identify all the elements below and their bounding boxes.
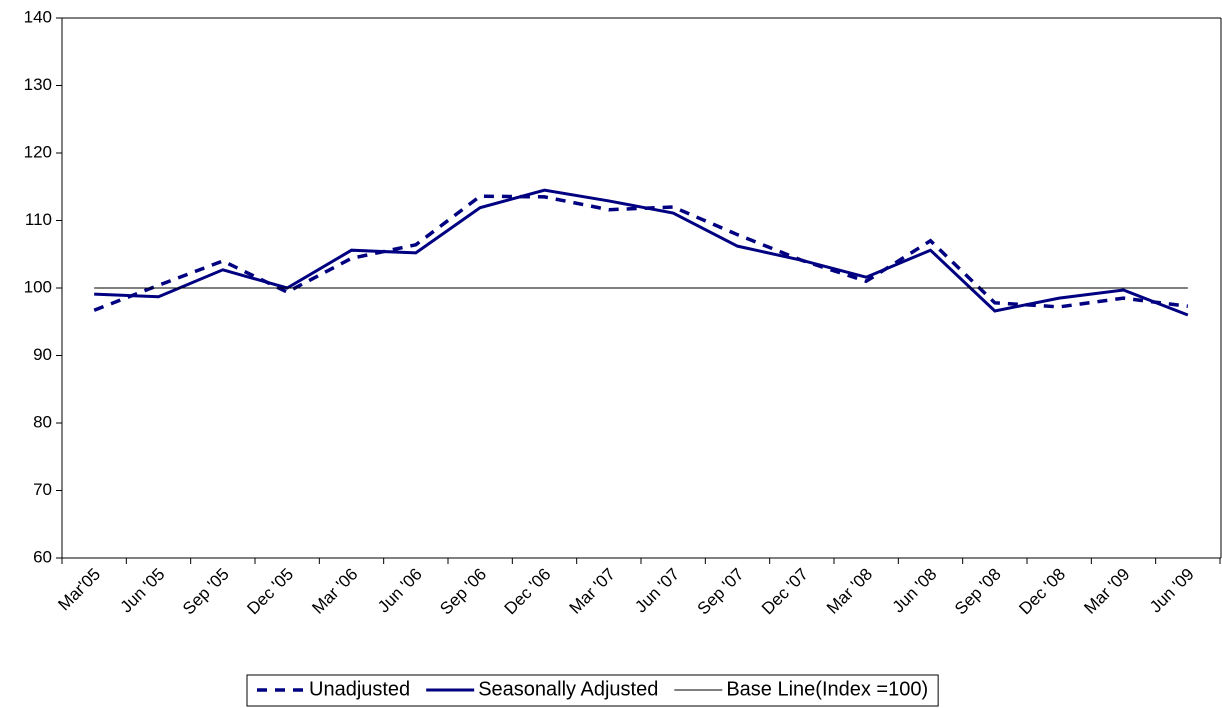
- legend: Unadjusted Seasonally Adjusted Base Line(I…: [246, 674, 939, 707]
- y-tick-label: 110: [25, 210, 52, 229]
- x-tick-label: Sep '08: [951, 565, 1005, 619]
- x-tick-label: Jun '09: [1146, 565, 1198, 617]
- x-tick-label: Dec '06: [501, 565, 555, 619]
- y-tick-label: 60: [33, 547, 52, 566]
- legend-label: Unadjusted: [309, 678, 410, 700]
- y-tick-label: 130: [24, 75, 52, 94]
- x-tick-label: Sep '05: [179, 565, 233, 619]
- y-tick-label: 120: [24, 142, 52, 161]
- x-tick-label: Mar '07: [566, 565, 619, 618]
- x-tick-label: Mar'05: [54, 565, 104, 615]
- x-tick-label: Dec '07: [758, 565, 812, 619]
- x-tick-label: Jun '06: [374, 565, 426, 617]
- x-tick-label: Dec '05: [243, 565, 297, 619]
- legend-box: [246, 674, 939, 707]
- y-tick-label: 100: [24, 277, 52, 296]
- x-tick-label: Jun '05: [117, 565, 169, 617]
- legend-label: Seasonally Adjusted: [478, 678, 658, 700]
- y-tick-label: 140: [24, 7, 52, 26]
- x-tick-label: Mar '09: [1080, 565, 1133, 618]
- y-tick-label: 90: [33, 345, 52, 364]
- x-tick-label: Mar '08: [823, 565, 876, 618]
- y-tick-label: 70: [33, 480, 52, 499]
- x-tick-label: Jun '07: [631, 565, 683, 617]
- series-line: [94, 188, 1189, 317]
- legend-label: Base Line(Index =100): [726, 678, 928, 700]
- x-tick-label: Dec '08: [1015, 565, 1069, 619]
- series-line: [93, 194, 1189, 312]
- x-tick-label: Sep '06: [436, 565, 490, 619]
- x-tick-label: Mar '06: [308, 565, 361, 618]
- x-tick-label: Sep '07: [694, 565, 748, 619]
- y-tick-label: 80: [33, 412, 52, 431]
- x-tick-label: Jun '08: [889, 565, 941, 617]
